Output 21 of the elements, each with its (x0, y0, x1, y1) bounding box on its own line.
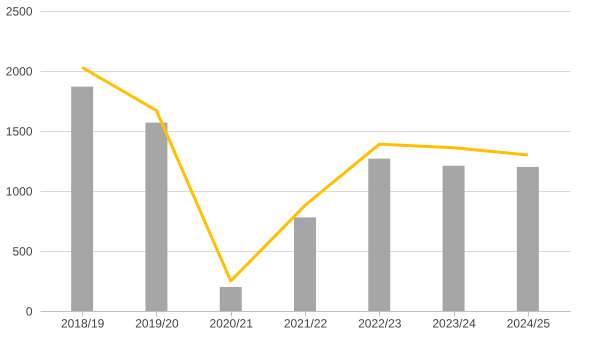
bar (220, 287, 242, 311)
bar (516, 167, 539, 311)
x-tick-label: 2021/22 (284, 316, 328, 330)
bar (442, 166, 465, 311)
bar (71, 86, 94, 311)
x-tick-label: 2024/25 (506, 316, 550, 330)
bar (294, 217, 316, 311)
y-tick-label: 2500 (6, 4, 33, 18)
x-tick-label: 2020/21 (210, 316, 254, 330)
x-tick-label: 2019/20 (135, 316, 179, 330)
y-tick-label: 1000 (6, 184, 33, 198)
y-tick-label: 500 (12, 244, 33, 258)
x-tick-label: 2022/23 (358, 316, 402, 330)
y-tick-label: 1500 (6, 124, 33, 138)
bar (145, 122, 168, 311)
bar (368, 158, 390, 311)
y-tick-label: 0 (26, 304, 33, 318)
x-tick-label: 2023/24 (432, 316, 476, 330)
line-series (80, 66, 530, 282)
y-tick-label: 2000 (6, 64, 33, 78)
x-tick-label: 2018/19 (60, 316, 105, 330)
